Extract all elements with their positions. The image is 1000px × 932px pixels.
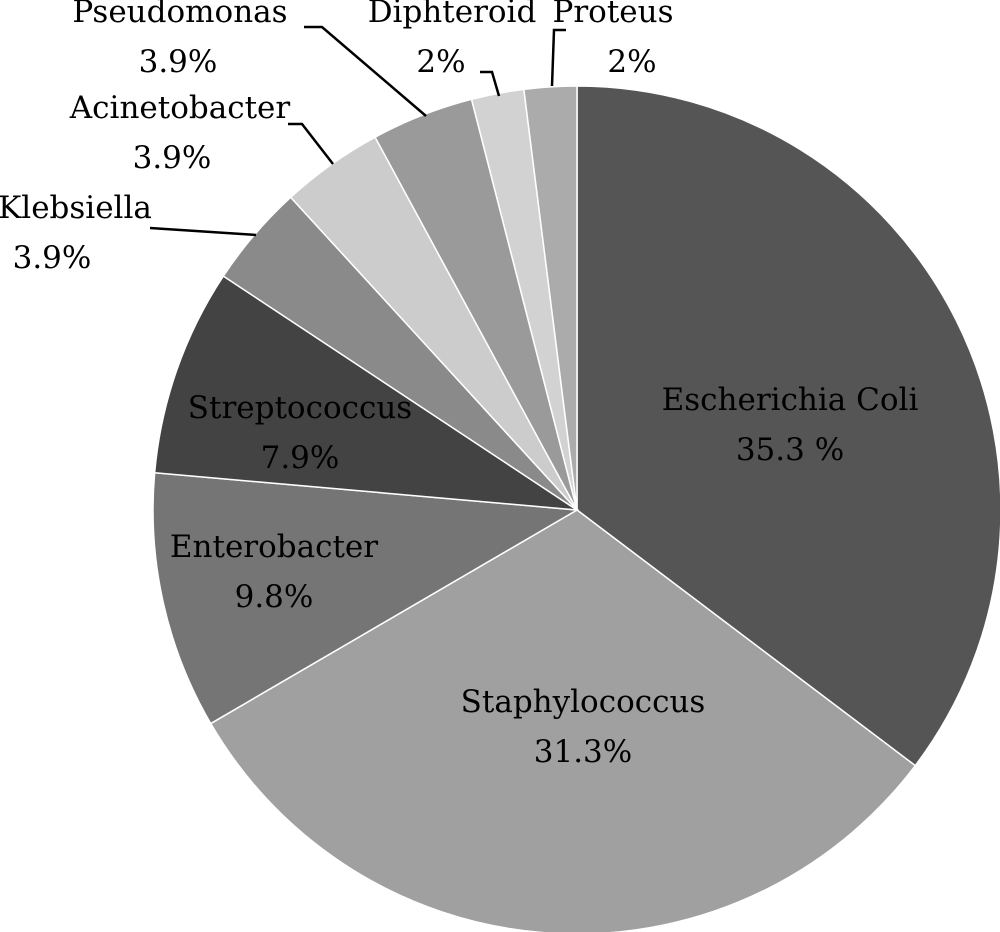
leader-line-proteus bbox=[550, 28, 566, 87]
slice-value-klebsiella: 3.9% bbox=[13, 240, 92, 276]
slice-name-streptococcus: Streptococcus bbox=[188, 390, 412, 426]
slice-value-enterobacter: 9.8% bbox=[235, 579, 314, 615]
slice-value-staphylococcus: 31.3% bbox=[534, 734, 632, 770]
slice-name-diphteroid: Diphteroid bbox=[368, 0, 537, 30]
pie-slices bbox=[152, 85, 1000, 932]
pie-slice-enterobacter bbox=[152, 471, 580, 725]
slice-value-proteus: 2% bbox=[607, 44, 656, 80]
slice-name-staphylococcus: Staphylococcus bbox=[461, 684, 706, 720]
leader-line-diphteroid bbox=[480, 70, 501, 97]
slice-labels: Escherichia Coli 35.3 % Staphylococcus 31.3… bbox=[0, 0, 918, 770]
leader-line-acinetobacter bbox=[288, 122, 334, 165]
pie-slice-staphylococcus bbox=[209, 509, 917, 932]
slice-value-streptococcus: 7.9% bbox=[261, 440, 340, 476]
pie-slice-streptococcus bbox=[153, 275, 578, 511]
slice-name-klebsiella: Klebsiella bbox=[0, 190, 152, 226]
slice-value-escherichia-coli: 35.3 % bbox=[736, 432, 844, 468]
slice-name-proteus: Proteus bbox=[552, 0, 673, 30]
leader-line-klebsiella bbox=[149, 226, 257, 237]
slice-value-diphteroid: 2% bbox=[416, 44, 465, 80]
slice-value-acinetobacter: 3.9% bbox=[133, 140, 212, 176]
pie-slice-proteus bbox=[523, 85, 578, 511]
pie-slice-escherichia-coli bbox=[576, 85, 1000, 767]
slice-name-acinetobacter: Acinetobacter bbox=[69, 90, 291, 126]
leader-lines bbox=[149, 25, 566, 237]
slice-value-pseudomonas: 3.9% bbox=[139, 44, 218, 80]
leader-line-pseudomonas bbox=[304, 25, 427, 117]
slice-name-escherichia-coli: Escherichia Coli bbox=[662, 382, 919, 418]
slice-name-pseudomonas: Pseudomonas bbox=[72, 0, 287, 30]
slice-name-enterobacter: Enterobacter bbox=[170, 529, 378, 565]
